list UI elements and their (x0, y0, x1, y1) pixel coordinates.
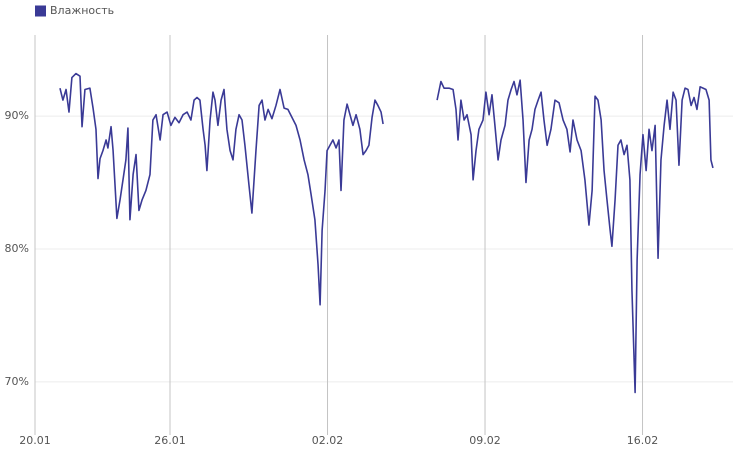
x-tick-label: 09.02 (469, 434, 501, 447)
y-tick-label: 80% (5, 242, 29, 255)
x-tick-label: 02.02 (312, 434, 344, 447)
y-tick-label: 70% (5, 375, 29, 388)
x-tick-label: 20.01 (19, 434, 51, 447)
line (59, 72, 714, 394)
x-tick-label: 16.02 (627, 434, 659, 447)
y-tick-label: 90% (5, 109, 29, 122)
legend-label: Влажность (50, 4, 114, 17)
x-tick-label: 26.01 (154, 434, 186, 447)
legend-swatch (35, 5, 46, 17)
